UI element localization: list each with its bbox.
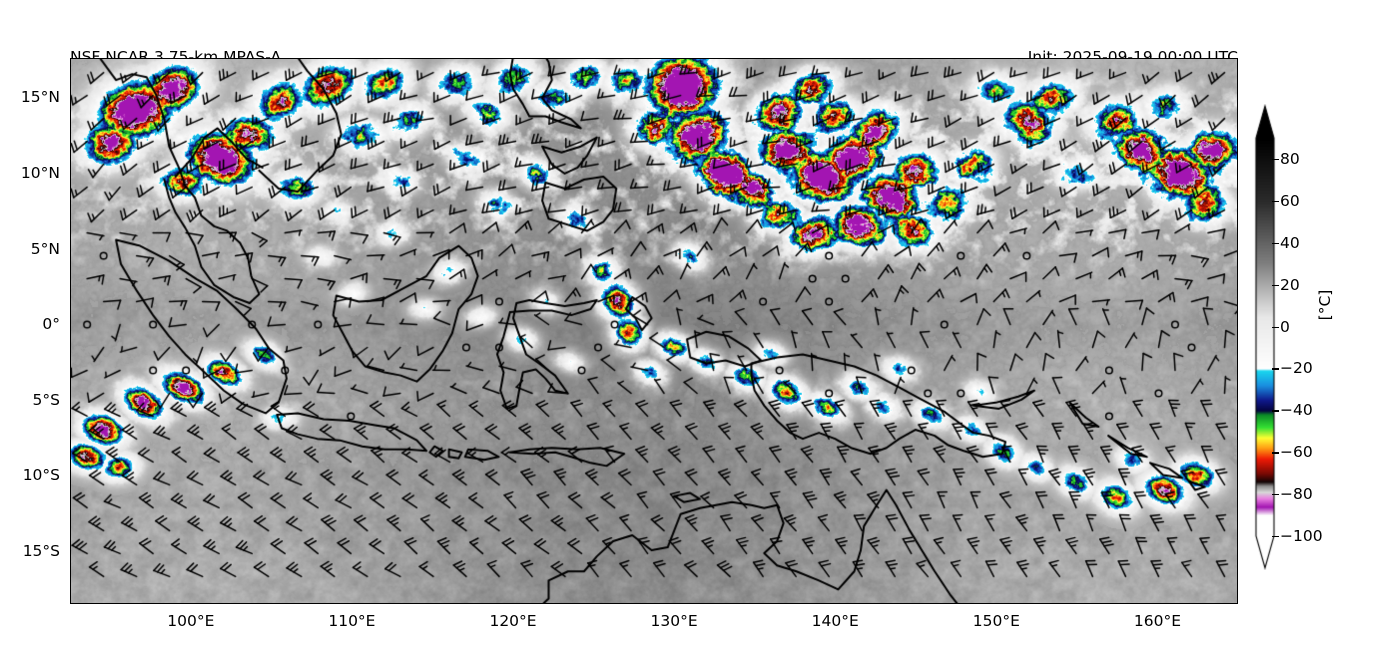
colorbar-tick-mark <box>1272 284 1279 286</box>
lon-tick-label: 100°E <box>167 612 215 630</box>
lat-tick-label: 5°N <box>30 239 60 258</box>
colorbar-tick-mark <box>1272 536 1279 538</box>
colorbar-tick-label: −40 <box>1280 401 1313 420</box>
colorbar-tick-label: −60 <box>1280 443 1313 462</box>
lat-tick-label: 10°S <box>22 466 60 485</box>
colorbar-tick-mark <box>1272 200 1279 203</box>
colorbar-tick-label: 0 <box>1280 317 1290 336</box>
colorbar-tick-mark <box>1272 452 1279 454</box>
lon-tick-label: 140°E <box>811 612 859 630</box>
lat-tick-label: 10°N <box>20 163 60 182</box>
ir-brightness-temperature-map <box>71 59 1237 603</box>
colorbar-tick-mark <box>1272 410 1279 412</box>
colorbar-unit-label: [°C] <box>1316 289 1334 321</box>
colorbar-gradient <box>1252 104 1278 570</box>
colorbar-tick-label: 20 <box>1280 275 1300 294</box>
lat-tick-label: 5°S <box>32 390 60 409</box>
colorbar-tick-label: −20 <box>1280 359 1313 378</box>
lat-tick-label: 0° <box>42 315 60 334</box>
colorbar-tick-label: −80 <box>1280 485 1313 504</box>
colorbar-tick-label: 80 <box>1280 149 1300 168</box>
lon-tick-label: 120°E <box>489 612 537 630</box>
colorbar-tick-mark <box>1272 494 1279 496</box>
lon-tick-label: 130°E <box>650 612 698 630</box>
colorbar-tick-mark <box>1272 368 1279 370</box>
colorbar <box>1252 104 1278 570</box>
lat-tick-label: 15°N <box>20 88 60 107</box>
colorbar-tick-mark <box>1272 242 1279 245</box>
colorbar-tick-label: 40 <box>1280 233 1300 252</box>
lon-tick-label: 160°E <box>1133 612 1182 630</box>
colorbar-tick-label: −100 <box>1280 527 1323 545</box>
lon-tick-label: 150°E <box>972 612 1020 630</box>
lat-tick-label: 15°S <box>22 542 60 561</box>
lon-tick-label: 110°E <box>328 612 376 630</box>
colorbar-tick-mark <box>1272 158 1279 161</box>
map-plot-area <box>70 58 1238 604</box>
colorbar-tick-label: 60 <box>1280 191 1300 210</box>
colorbar-tick-mark <box>1272 326 1279 328</box>
